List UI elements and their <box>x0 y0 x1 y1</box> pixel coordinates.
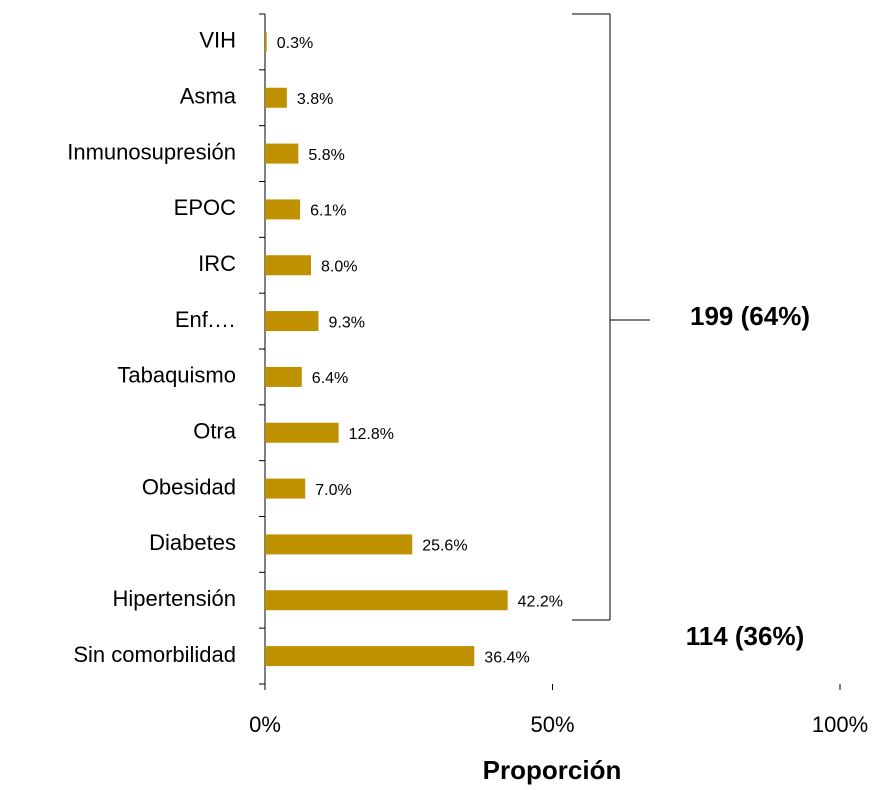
bracket <box>572 13 650 621</box>
y-tick-label: Obesidad <box>142 474 236 499</box>
value-label: 9.3% <box>328 314 364 331</box>
annotation: 114 (36%) <box>686 621 805 651</box>
value-label: 6.4% <box>312 370 348 387</box>
bar <box>265 590 508 611</box>
x-tick-label: 100% <box>812 712 868 737</box>
value-label: 8.0% <box>321 258 357 275</box>
y-tick-label: Tabaquismo <box>117 363 236 388</box>
value-label: 12.8% <box>349 426 394 443</box>
x-axis-title: Proporción <box>483 755 622 785</box>
y-tick-label: IRC <box>198 251 236 276</box>
annotation: 199 (64%) <box>690 301 810 331</box>
value-label: 5.8% <box>308 147 344 164</box>
value-label: 3.8% <box>297 91 333 108</box>
bar <box>265 199 301 220</box>
bar <box>265 478 306 499</box>
value-label: 42.2% <box>518 593 563 610</box>
value-label: 0.3% <box>277 35 313 52</box>
value-label: 36.4% <box>484 649 529 666</box>
y-tick-label: EPOC <box>174 195 236 220</box>
bar <box>265 646 475 667</box>
y-tick-label: Hipertensión <box>112 586 236 611</box>
value-label: 7.0% <box>315 482 351 499</box>
y-tick-label: VIH <box>199 28 236 53</box>
bar <box>265 366 302 387</box>
y-tick-label: Asma <box>180 84 237 109</box>
bar <box>265 534 413 555</box>
bar <box>265 311 319 332</box>
bar <box>265 143 299 164</box>
y-tick-label: Enf.… <box>175 307 236 332</box>
y-tick-label: Inmunosupresión <box>67 139 236 164</box>
y-tick-label: Sin comorbilidad <box>73 642 236 667</box>
bar <box>265 422 339 443</box>
bar <box>265 31 267 52</box>
value-label: 6.1% <box>310 203 346 220</box>
y-tick-label: Diabetes <box>149 530 236 555</box>
y-tick-label: Otra <box>193 419 237 444</box>
bar <box>265 87 287 108</box>
x-tick-label: 0% <box>249 712 281 737</box>
value-label: 25.6% <box>422 538 467 555</box>
x-tick-label: 50% <box>530 712 574 737</box>
bar <box>265 255 311 276</box>
